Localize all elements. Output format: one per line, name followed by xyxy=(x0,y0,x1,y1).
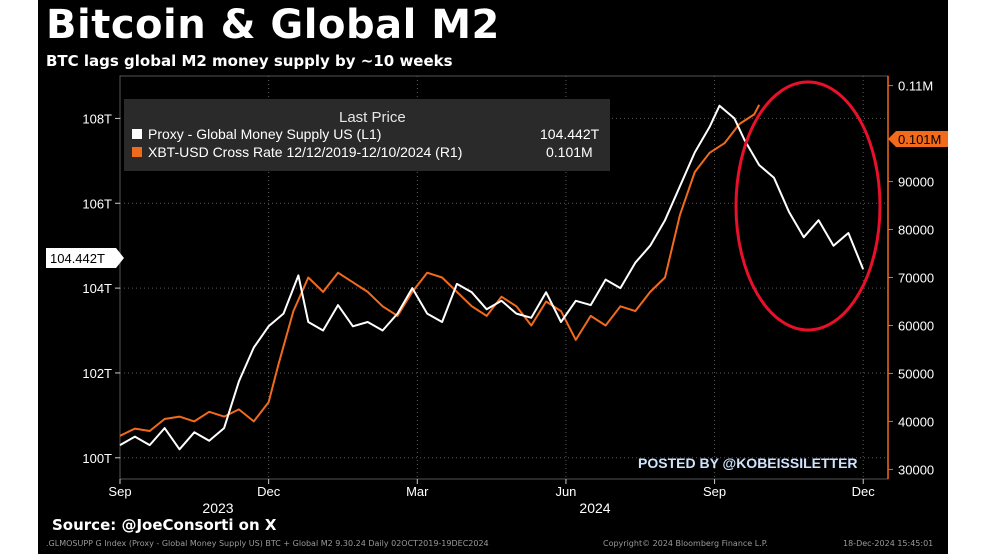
chart-subtitle: BTC lags global M2 money supply by ~10 w… xyxy=(46,52,453,70)
right-tick-label: 30000 xyxy=(898,462,934,477)
left-axis: 100T 102T 104T 106T 108T xyxy=(82,111,120,466)
legend-label-m2: Proxy - Global Money Supply US (L1) xyxy=(148,126,381,142)
x-tick-label: Jun xyxy=(555,484,576,499)
x-axis: Sep Dec Mar Jun Sep Dec xyxy=(108,479,875,499)
right-tick-label: 80000 xyxy=(898,223,934,238)
right-tick-label: 70000 xyxy=(898,271,934,286)
legend-heading: Last Price xyxy=(339,109,406,126)
line-chart: 100T 102T 104T 106T 108T 30000 40000 50000 6000… xyxy=(46,75,948,516)
legend-value-btc: 0.101M xyxy=(546,144,593,160)
left-tick-label: 104T xyxy=(82,281,112,296)
legend-panel xyxy=(124,99,610,171)
left-last-price-tag: 104.442T xyxy=(46,248,124,268)
x-year-label-2023: 2023 xyxy=(202,500,233,516)
legend-label-btc: XBT-USD Cross Rate 12/12/2019-12/10/2024… xyxy=(148,144,462,160)
legend-swatch-btc xyxy=(132,147,142,157)
right-tick-label: 40000 xyxy=(898,414,934,429)
watermark: POSTED BY @KOBEISSILETTER xyxy=(638,455,858,471)
series-group xyxy=(119,104,865,451)
right-last-price-tag: 0.101M xyxy=(888,131,948,147)
highlight-ellipse xyxy=(734,80,882,332)
x-tick-label: Dec xyxy=(257,484,281,499)
right-tick-label: 60000 xyxy=(898,318,934,333)
x-tick-label: Sep xyxy=(703,484,726,499)
right-tick-label: 90000 xyxy=(898,175,934,190)
x-tick-label: Mar xyxy=(406,484,429,499)
chart-frame: Bitcoin & Global M2 BTC lags global M2 m… xyxy=(38,0,948,554)
legend-value-m2: 104.442T xyxy=(540,126,600,142)
right-tag-label: 0.101M xyxy=(898,132,941,147)
right-tick-label: 50000 xyxy=(898,366,934,381)
x-year-label-2024: 2024 xyxy=(579,500,610,516)
legend-swatch-m2 xyxy=(132,129,142,139)
left-tick-label: 102T xyxy=(82,366,112,381)
footer-index: .GLMOSUPP G Index (Proxy - Global Money … xyxy=(46,539,489,548)
x-tick-label: Dec xyxy=(852,484,876,499)
chart-title: Bitcoin & Global M2 xyxy=(46,2,500,48)
right-tick-label: 0.11M xyxy=(898,79,933,94)
series-line-m2 xyxy=(119,104,865,451)
x-tick-label: Sep xyxy=(108,484,131,499)
left-tag-label: 104.442T xyxy=(50,251,105,266)
left-tick-label: 108T xyxy=(82,111,112,126)
left-tick-label: 100T xyxy=(82,451,112,466)
left-tick-label: 106T xyxy=(82,196,112,211)
source-credit: Source: @JoeConsorti on X xyxy=(52,516,277,534)
footer-timestamp: 18-Dec-2024 15:45:01 xyxy=(843,539,934,548)
footer-copyright: Copyright© 2024 Bloomberg Finance L.P. xyxy=(603,539,768,548)
right-axis: 30000 40000 50000 60000 70000 80000 90000 0.11M xyxy=(887,76,934,479)
